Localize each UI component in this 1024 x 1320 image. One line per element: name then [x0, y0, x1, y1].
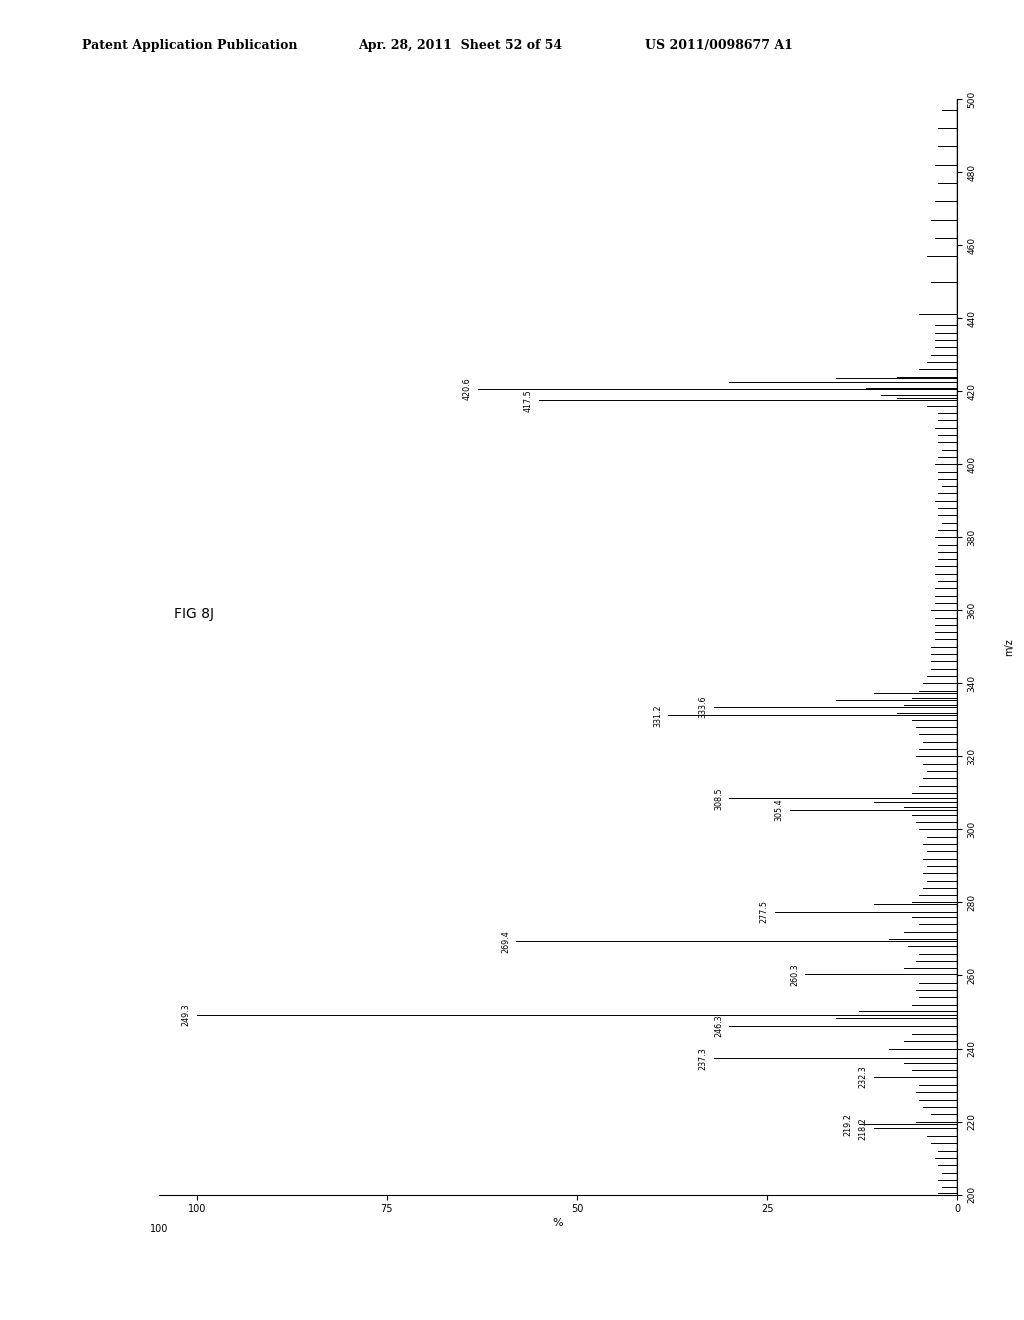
- Text: Patent Application Publication: Patent Application Publication: [82, 38, 297, 51]
- Text: 100: 100: [150, 1224, 168, 1234]
- Text: 308.5: 308.5: [714, 787, 723, 809]
- Text: 333.6: 333.6: [698, 696, 708, 718]
- Y-axis label: m/z: m/z: [1004, 638, 1014, 656]
- Text: 331.2: 331.2: [653, 704, 663, 727]
- Text: Apr. 28, 2011  Sheet 52 of 54: Apr. 28, 2011 Sheet 52 of 54: [358, 38, 562, 51]
- Text: 417.5: 417.5: [524, 389, 532, 412]
- Text: 246.3: 246.3: [714, 1014, 723, 1036]
- Text: 232.3: 232.3: [858, 1065, 867, 1088]
- Text: US 2011/0098677 A1: US 2011/0098677 A1: [645, 38, 793, 51]
- Text: 277.5: 277.5: [760, 900, 769, 923]
- Text: 260.3: 260.3: [791, 964, 799, 986]
- Text: 218.2: 218.2: [858, 1117, 867, 1139]
- Text: 219.2: 219.2: [844, 1113, 852, 1137]
- Text: 269.4: 269.4: [501, 929, 510, 953]
- Text: FIG 8J: FIG 8J: [174, 607, 214, 620]
- Text: 249.3: 249.3: [181, 1003, 190, 1026]
- Text: 420.6: 420.6: [463, 378, 472, 400]
- Text: 237.3: 237.3: [698, 1047, 708, 1069]
- X-axis label: %: %: [553, 1218, 563, 1229]
- Text: 305.4: 305.4: [775, 799, 784, 821]
